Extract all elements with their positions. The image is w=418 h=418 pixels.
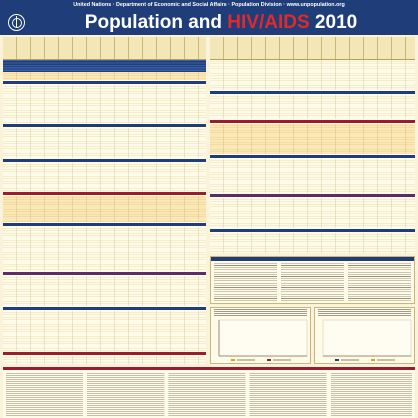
region-band	[3, 192, 206, 195]
chart-title	[214, 309, 307, 317]
legend-swatch	[267, 359, 271, 361]
region-band	[210, 229, 415, 232]
legend-label	[273, 359, 291, 361]
table-rows	[3, 196, 206, 222]
legend-swatch	[371, 359, 375, 361]
table-rows	[210, 124, 415, 154]
region-band	[3, 223, 206, 226]
legend-label	[377, 359, 395, 361]
world-summary-rows	[3, 60, 206, 72]
data-table-right	[210, 37, 415, 253]
table-rows	[210, 198, 415, 228]
org-line: United Nations · Department of Economic …	[0, 0, 418, 11]
title-post: 2010	[309, 12, 358, 33]
table-rows	[210, 60, 415, 90]
notes-text-columns	[6, 373, 412, 416]
pyramid-chart-panel	[314, 307, 415, 364]
un-emblem-icon	[8, 14, 25, 31]
table-rows	[3, 227, 206, 271]
table-rows	[210, 95, 415, 119]
region-band	[3, 159, 206, 162]
chart-title	[318, 309, 411, 317]
title-pre: Population and	[84, 12, 228, 33]
table-column-headers	[3, 37, 206, 60]
poster-title: Population and HIV/AIDS 2010	[32, 12, 410, 34]
region-band	[210, 120, 415, 123]
table-rows	[3, 356, 206, 364]
bar-chart-panel	[210, 307, 311, 364]
table-rows	[3, 85, 206, 123]
region-band	[3, 81, 206, 84]
notes-section	[3, 367, 415, 418]
table-rows	[3, 276, 206, 306]
bar-chart	[218, 319, 308, 361]
plot-area	[218, 319, 308, 357]
region-band	[210, 155, 415, 158]
table-rows	[3, 72, 206, 80]
region-band	[3, 352, 206, 355]
table-rows	[210, 233, 415, 253]
title-banner: Population and HIV/AIDS 2010	[0, 11, 418, 35]
definitions-box	[210, 256, 415, 304]
legend-label	[237, 359, 255, 361]
region-band	[3, 272, 206, 275]
table-rows	[3, 163, 206, 191]
region-band	[210, 194, 415, 197]
pyramid-chart	[322, 319, 412, 361]
region-band	[3, 124, 206, 127]
legend-swatch	[335, 359, 339, 361]
title-highlight: HIV/AIDS	[227, 12, 310, 33]
legend-swatch	[231, 359, 235, 361]
definitions-header-band	[211, 257, 414, 261]
table-rows	[210, 159, 415, 193]
region-band	[3, 307, 206, 310]
plot-area	[322, 319, 412, 357]
region-band	[210, 91, 415, 94]
data-table-left	[3, 37, 206, 364]
definitions-text	[214, 263, 411, 301]
table-rows	[3, 311, 206, 351]
legend-label	[341, 359, 359, 361]
table-column-headers	[210, 37, 415, 60]
table-rows	[3, 128, 206, 158]
